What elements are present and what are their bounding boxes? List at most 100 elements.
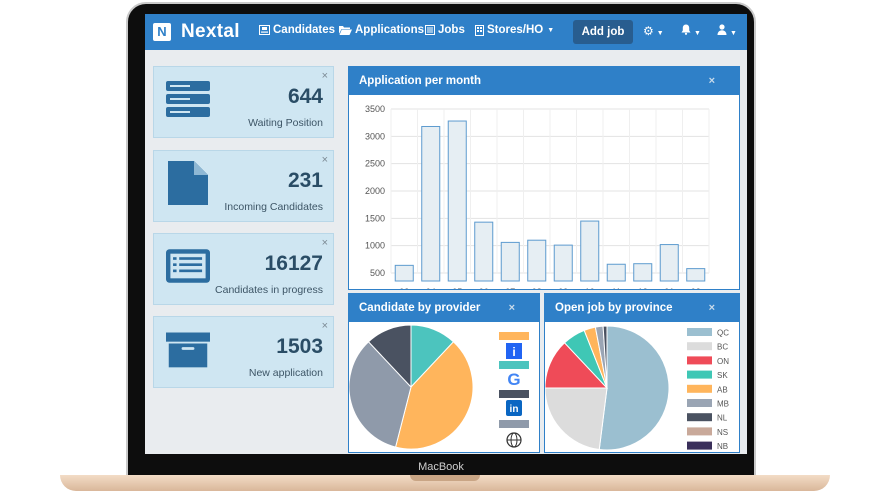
user-icon <box>717 24 727 35</box>
legend-swatch <box>687 441 712 450</box>
y-tick-label: 3000 <box>365 131 385 141</box>
panel-title: Open job by province <box>555 302 673 314</box>
x-tick-label: 09 <box>558 287 568 289</box>
close-icon[interactable]: × <box>321 237 328 249</box>
legend-swatch <box>687 399 712 407</box>
laptop-base <box>60 475 830 491</box>
stat-label: Waiting Position <box>248 117 323 129</box>
stat-label: Candidates in progress <box>215 284 323 296</box>
panel-title: Application per month <box>359 75 482 87</box>
folder-open-icon <box>339 26 352 35</box>
pie-slice <box>598 325 670 451</box>
stat-card-new-application[interactable]: × 1503 New application <box>153 316 334 388</box>
legend-swatch <box>687 356 712 365</box>
legend-label: BC <box>717 343 728 352</box>
y-tick-label: 3500 <box>365 104 385 114</box>
archive-box-icon <box>166 332 210 368</box>
legend-label: AB <box>717 385 728 394</box>
pie-slice <box>367 324 412 389</box>
chevron-down-icon: ▼ <box>547 26 555 34</box>
laptop-base-notch <box>410 475 480 481</box>
close-icon[interactable]: × <box>708 302 715 314</box>
legend-swatch <box>687 384 712 393</box>
legend-label: MB <box>717 400 729 409</box>
nav-jobs-label: Jobs <box>438 24 465 36</box>
nav-applications[interactable]: Applications <box>339 24 424 36</box>
linkedin-icon: in <box>506 400 522 416</box>
legend-swatch <box>687 342 712 351</box>
close-icon[interactable]: × <box>321 320 328 332</box>
bar <box>447 120 467 282</box>
svg-text:in: in <box>510 404 519 415</box>
legend-swatch <box>499 332 529 340</box>
settings-dropdown[interactable]: ⚙ ▼ <box>643 24 664 38</box>
bar <box>633 263 653 282</box>
x-tick-label: 05 <box>452 287 462 289</box>
bar <box>500 241 520 282</box>
legend-label: QC <box>717 329 729 338</box>
close-icon[interactable]: × <box>321 154 328 166</box>
stat-label: Incoming Candidates <box>224 201 323 213</box>
app-screen: N Nextal Candidates Applications Jobs St… <box>145 14 747 454</box>
brand-logo: N <box>153 23 171 41</box>
pie-slice <box>544 387 608 451</box>
bar <box>553 244 573 282</box>
nav-stores-dropdown[interactable]: Stores/HO ▼ <box>475 24 554 36</box>
nav-candidates[interactable]: Candidates <box>259 24 335 36</box>
y-tick-label: 1000 <box>365 241 385 251</box>
legend-swatch <box>687 413 712 422</box>
id-card-icon <box>259 25 270 35</box>
bar <box>474 221 494 282</box>
nav-jobs[interactable]: Jobs <box>425 24 465 36</box>
stat-card-incoming-candidates[interactable]: × 231 Incoming Candidates <box>153 150 334 222</box>
pie-slice <box>348 341 412 448</box>
stat-value: 1503 <box>276 335 323 358</box>
laptop-chin-label: MacBook <box>128 456 754 478</box>
legend-label: NS <box>717 428 728 437</box>
legend-label: ON <box>717 357 729 366</box>
y-tick-label: 2000 <box>365 186 385 196</box>
x-tick-label: 06 <box>479 287 489 289</box>
chevron-down-icon: ▼ <box>656 30 664 37</box>
top-navbar: N Nextal Candidates Applications Jobs St… <box>145 14 747 50</box>
stat-card-candidates-in-progress[interactable]: × 16127 Candidates in progress <box>153 233 334 305</box>
gear-icon: ⚙ <box>643 24 654 38</box>
province-panel: Open job by province × QC BC ON SK AB MB NL NS N… <box>544 293 740 453</box>
brand[interactable]: N Nextal <box>153 20 240 44</box>
x-tick-label: 02 <box>691 287 701 289</box>
close-icon[interactable]: × <box>508 302 515 314</box>
bar <box>527 239 547 282</box>
y-tick-label: 500 <box>370 268 385 278</box>
close-icon[interactable]: × <box>708 75 715 87</box>
x-tick-label: 08 <box>532 287 542 289</box>
stat-label: New application <box>248 367 323 379</box>
y-tick-label: 2500 <box>365 159 385 169</box>
bar <box>606 263 626 282</box>
list-icon <box>425 25 435 35</box>
close-icon[interactable]: × <box>321 70 328 82</box>
svg-text:i: i <box>512 345 515 359</box>
stat-value: 16127 <box>264 252 323 275</box>
notifications-dropdown[interactable]: ▼ <box>681 24 701 38</box>
stat-value: 644 <box>287 85 323 108</box>
provider-panel-header: Candidate by provider × <box>349 294 539 322</box>
province-pie-chart: QC BC ON SK AB MB NL NS NB <box>544 325 729 451</box>
x-tick-label: 07 <box>505 287 515 289</box>
list-card-icon <box>166 249 210 283</box>
user-dropdown[interactable]: ▼ <box>717 24 737 38</box>
x-tick-label: 03 <box>399 287 409 289</box>
bar <box>421 125 441 282</box>
pie-slice <box>394 341 474 450</box>
legend-label: SK <box>717 371 728 380</box>
stat-card-waiting-position[interactable]: × 644 Waiting Position <box>153 66 334 138</box>
x-tick-label: 12 <box>638 287 648 289</box>
legend-swatch <box>499 420 529 428</box>
legend-swatch <box>499 361 529 369</box>
bell-icon <box>681 24 691 35</box>
applications-panel-header: Application per month × <box>349 67 739 95</box>
bar <box>394 264 414 282</box>
svg-text:G: G <box>507 370 520 389</box>
add-job-button[interactable]: Add job <box>573 20 633 44</box>
